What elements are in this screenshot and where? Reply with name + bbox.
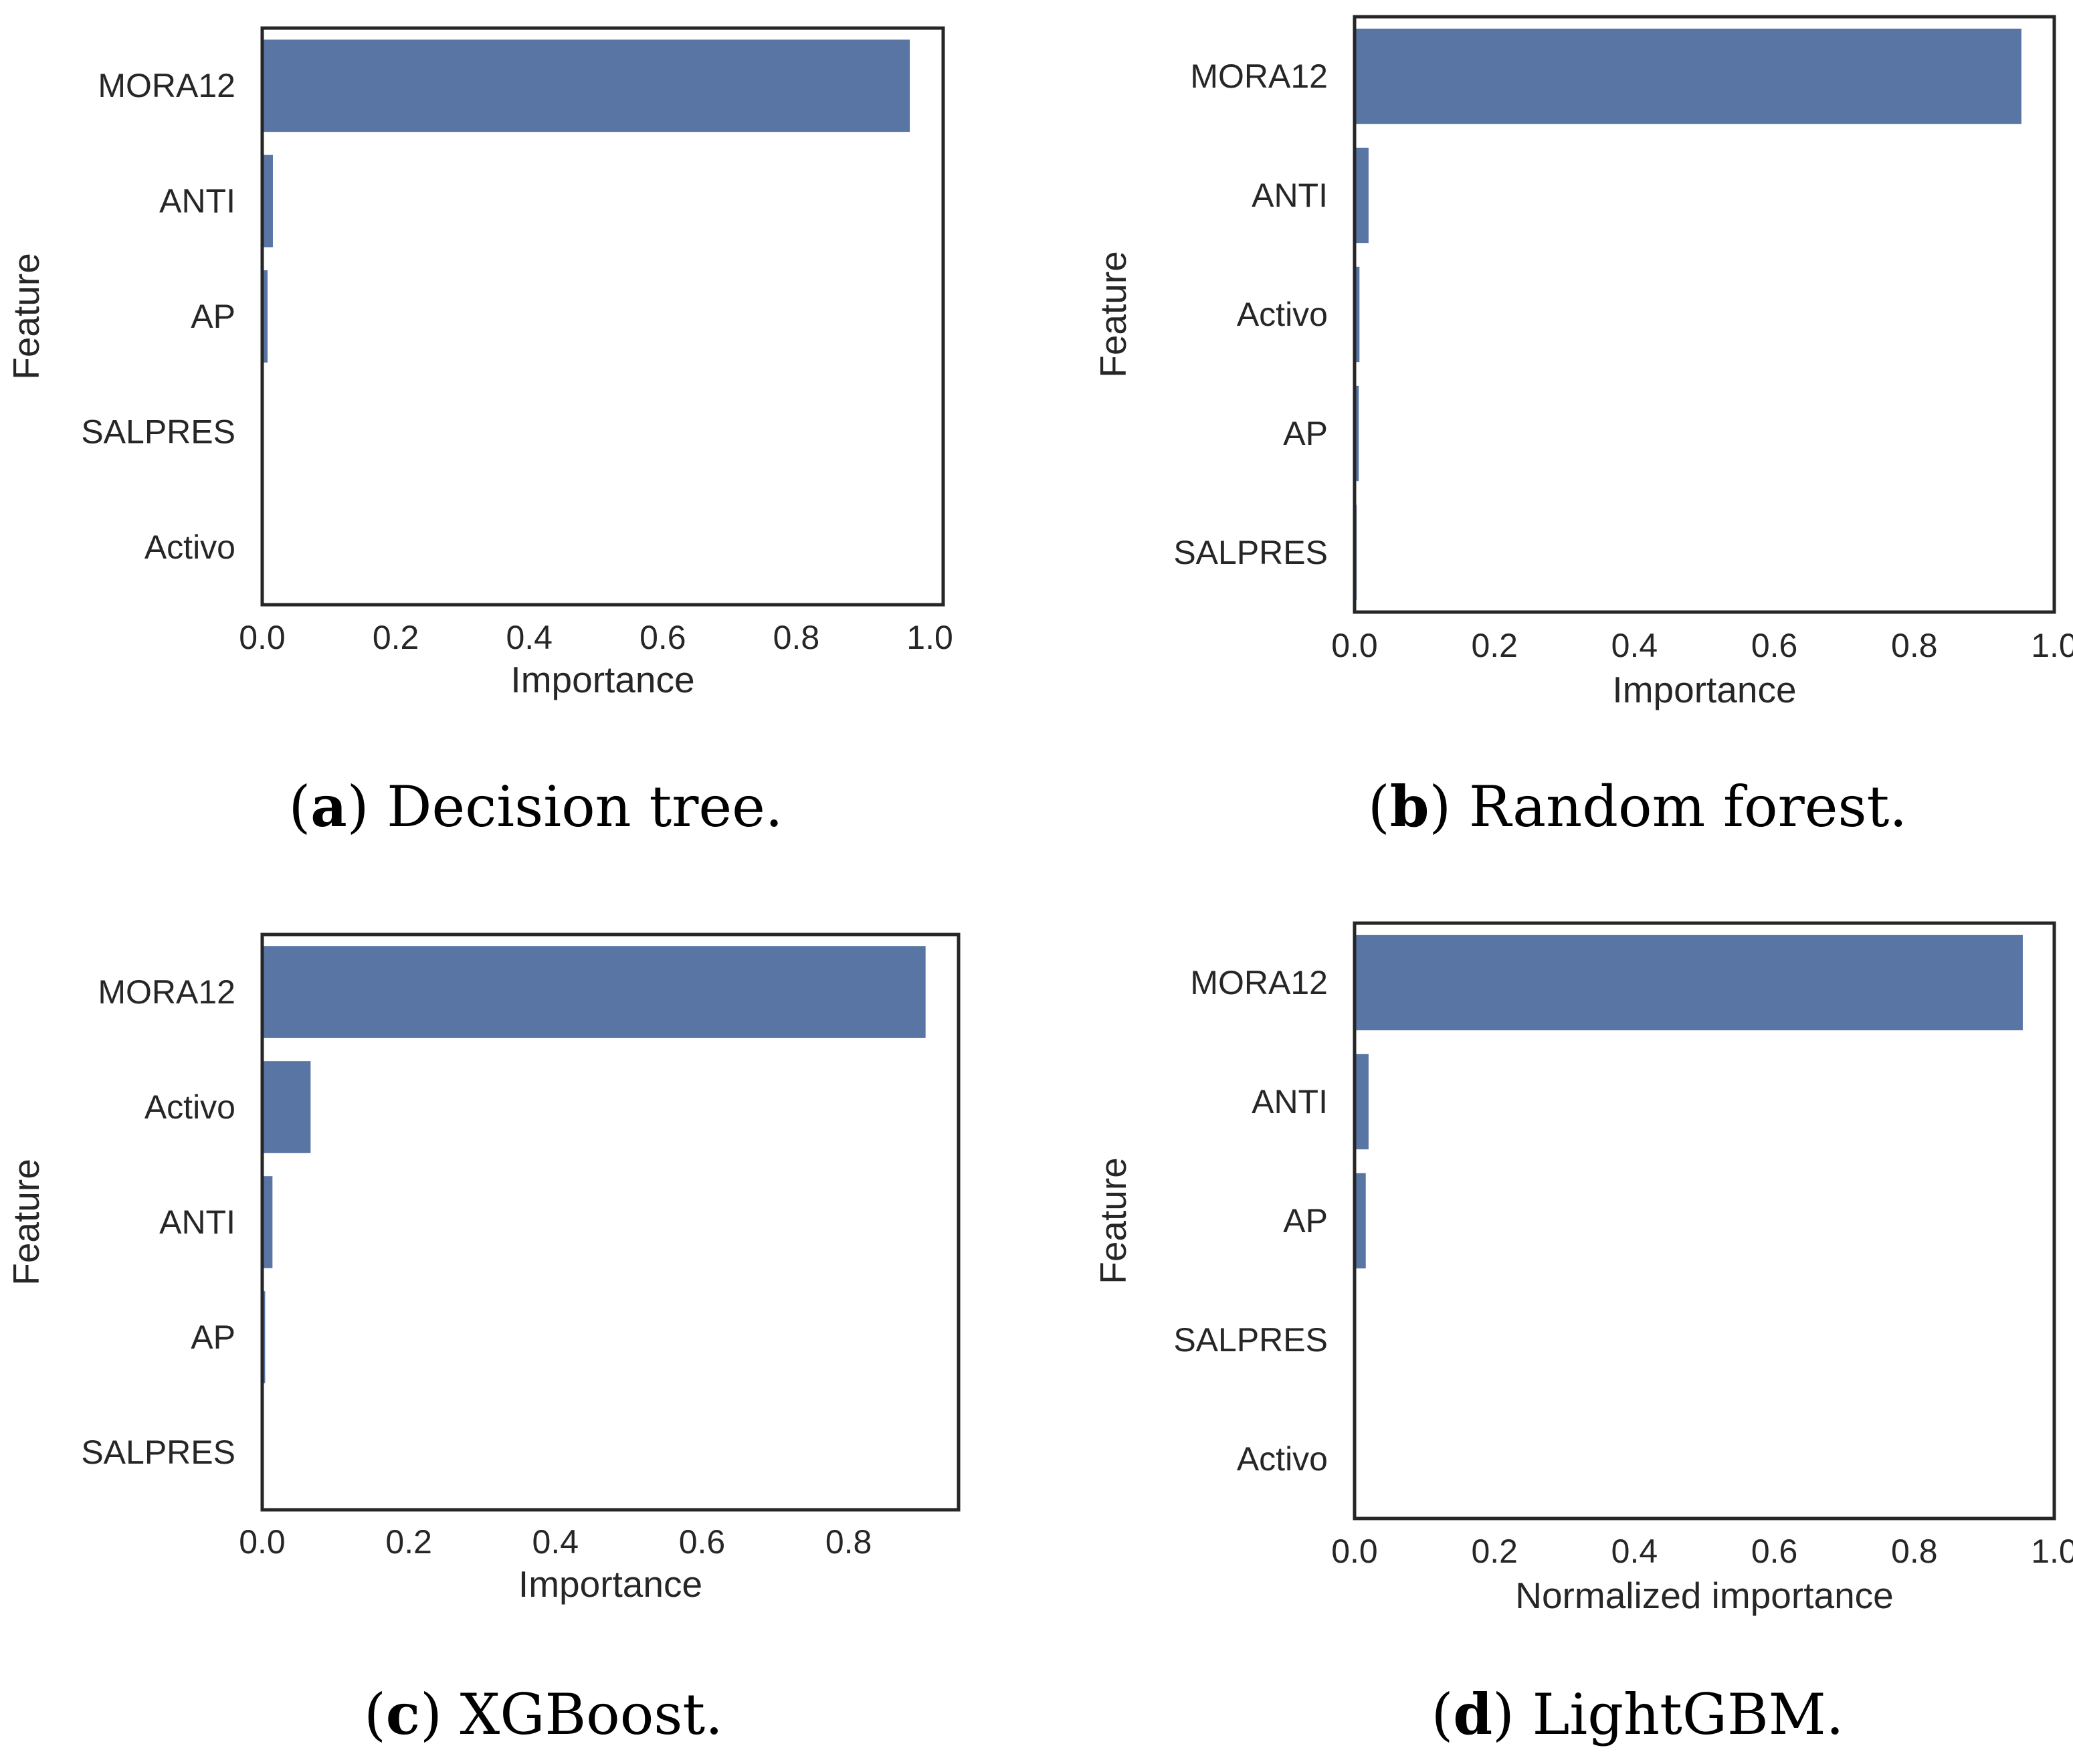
chart-panel-b: MORA12 ANTI Activo AP SALPRES 0.0 0.2 0.4 0.6 0.8… <box>1092 15 2073 840</box>
bar-ap <box>262 270 268 363</box>
bar-anti <box>262 155 273 248</box>
x-tick-label: 0.0 <box>239 1523 286 1561</box>
plot-frame <box>1353 15 2056 614</box>
y-tick-label: ANTI <box>1252 1083 1328 1120</box>
x-tick-label: 0.2 <box>373 619 419 656</box>
bar-activo <box>1355 266 1360 363</box>
x-tick-label: 0.0 <box>1331 627 1378 664</box>
y-tick-label: SALPRES <box>1173 1321 1328 1359</box>
y-tick-label: SALPRES <box>1173 534 1328 571</box>
x-tick-label: 1.0 <box>2031 627 2073 664</box>
y-tick-label: ANTI <box>159 183 235 220</box>
bar-anti <box>262 1176 273 1268</box>
plot-frame <box>260 26 945 607</box>
y-axis-label: Feature <box>5 1159 47 1286</box>
x-tick-label: 0.6 <box>1751 627 1798 664</box>
y-tick-label: SALPRES <box>81 1434 235 1471</box>
y-tick-label: AP <box>1283 1202 1328 1240</box>
bar-mora12 <box>1355 935 2023 1031</box>
panel-caption: (a) Decision tree. <box>288 773 783 840</box>
chart-panel-a: MORA12 ANTI AP SALPRES Activo 0.0 0.2 0.4 0.6 0.8… <box>5 26 953 840</box>
y-axis-label: Feature <box>1092 1157 1134 1284</box>
plot-frame <box>260 933 961 1512</box>
x-axis-label: Importance <box>510 659 694 700</box>
x-tick-label: 0.4 <box>506 619 553 656</box>
y-tick-label: ANTI <box>159 1203 235 1241</box>
y-tick-label: AP <box>191 298 235 335</box>
x-axis-label: Normalized importance <box>1515 1575 1894 1616</box>
x-axis-label: Importance <box>1612 669 1796 710</box>
x-tick-label: 0.8 <box>773 619 820 656</box>
chart-panel-d: MORA12 ANTI AP SALPRES Activo 0.0 0.2 0.4 0.6 0.8… <box>1092 921 2073 1747</box>
x-axis-label: Importance <box>518 1563 702 1605</box>
x-tick-label: 1.0 <box>906 619 953 656</box>
x-tick-label: 0.8 <box>1891 1533 1938 1570</box>
plot-frame <box>1353 921 2056 1521</box>
bar-mora12 <box>262 946 926 1038</box>
x-tick-label: 0.2 <box>1471 1533 1518 1570</box>
bar-anti <box>1355 1054 1369 1150</box>
panel-caption: (c) XGBoost. <box>364 1681 723 1747</box>
y-tick-label: AP <box>191 1318 235 1356</box>
x-tick-label: 0.8 <box>1891 627 1938 664</box>
y-tick-label: MORA12 <box>1190 58 1328 95</box>
chart-panel-c: MORA12 Activo ANTI AP SALPRES 0.0 0.2 0.4 0.6 0.8… <box>5 933 961 1747</box>
y-tick-label: Activo <box>1237 1440 1328 1478</box>
x-tick-label: 0.4 <box>1611 627 1658 664</box>
panel-caption: (d) LightGBM. <box>1432 1681 1844 1747</box>
x-tick-label: 0.8 <box>825 1523 872 1561</box>
y-tick-label: ANTI <box>1252 177 1328 214</box>
x-tick-label: 0.4 <box>1611 1533 1658 1570</box>
bar-ap <box>1355 1173 1366 1269</box>
bar-mora12 <box>1355 28 2021 124</box>
x-tick-label: 0.0 <box>1331 1533 1378 1570</box>
y-tick-label: Activo <box>1237 296 1328 333</box>
x-tick-label: 0.6 <box>639 619 686 656</box>
y-tick-label: Activo <box>144 1088 235 1126</box>
y-tick-label: MORA12 <box>98 973 235 1011</box>
x-tick-label: 0.4 <box>532 1523 579 1561</box>
y-tick-label: Activo <box>144 528 235 566</box>
y-tick-label: AP <box>1283 415 1328 452</box>
bar-anti <box>1355 147 1369 243</box>
y-axis-label: Feature <box>5 253 47 380</box>
x-tick-label: 0.6 <box>1751 1533 1798 1570</box>
panel-caption: (b) Random forest. <box>1368 773 1907 840</box>
bar-ap <box>1355 385 1359 482</box>
y-tick-label: SALPRES <box>81 413 235 450</box>
x-tick-label: 0.6 <box>679 1523 726 1561</box>
x-tick-label: 0.2 <box>385 1523 432 1561</box>
x-tick-label: 0.0 <box>239 619 286 656</box>
x-tick-label: 0.2 <box>1471 627 1518 664</box>
y-tick-label: MORA12 <box>98 67 235 104</box>
y-axis-label: Feature <box>1092 251 1134 378</box>
y-tick-label: MORA12 <box>1190 964 1328 1001</box>
x-tick-label: 1.0 <box>2031 1533 2073 1570</box>
bar-activo <box>262 1061 311 1153</box>
bar-mora12 <box>262 39 910 132</box>
